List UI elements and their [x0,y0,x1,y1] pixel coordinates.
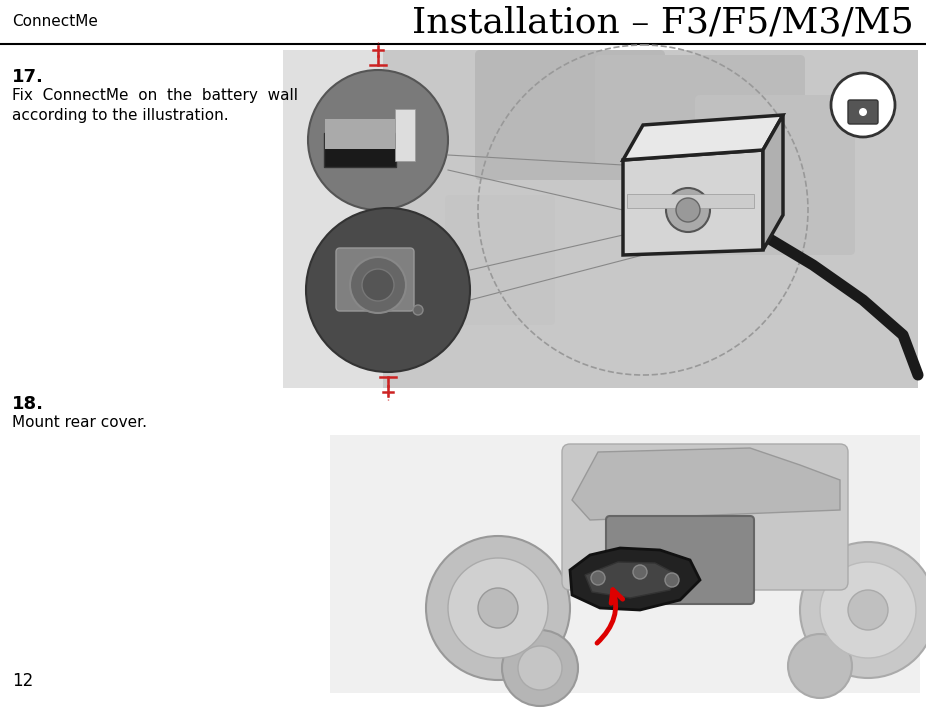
Text: Mount rear cover.: Mount rear cover. [12,415,147,430]
FancyBboxPatch shape [695,95,855,255]
FancyBboxPatch shape [336,248,414,311]
Circle shape [820,562,916,658]
Circle shape [859,108,867,116]
Circle shape [800,542,926,678]
Circle shape [591,571,605,585]
Polygon shape [763,115,783,250]
FancyBboxPatch shape [383,50,918,388]
Circle shape [665,573,679,587]
Circle shape [633,565,647,579]
Circle shape [518,646,562,690]
FancyBboxPatch shape [325,139,395,149]
Text: 12: 12 [12,672,33,690]
Circle shape [413,305,423,315]
Polygon shape [623,150,763,255]
Polygon shape [572,448,840,520]
FancyBboxPatch shape [445,195,555,325]
Polygon shape [570,548,700,610]
FancyBboxPatch shape [325,119,395,129]
Text: Fix  ConnectMe  on  the  battery  wall: Fix ConnectMe on the battery wall [12,88,298,103]
Circle shape [362,269,394,301]
FancyBboxPatch shape [562,444,848,590]
FancyBboxPatch shape [595,55,805,165]
Circle shape [306,208,470,372]
FancyBboxPatch shape [395,109,415,161]
Polygon shape [623,115,783,160]
FancyBboxPatch shape [324,133,396,167]
FancyBboxPatch shape [475,50,665,180]
Circle shape [478,588,518,628]
Circle shape [666,188,710,232]
Circle shape [448,558,548,658]
Text: 17.: 17. [12,68,44,86]
Text: 18.: 18. [12,395,44,413]
FancyBboxPatch shape [325,129,395,139]
Text: ConnectMe: ConnectMe [12,14,98,30]
FancyBboxPatch shape [848,100,878,124]
Circle shape [308,70,448,210]
Circle shape [831,73,895,137]
Circle shape [426,536,570,680]
FancyBboxPatch shape [606,516,754,604]
Polygon shape [585,562,678,598]
Circle shape [350,257,406,313]
Circle shape [788,634,852,698]
Text: according to the illustration.: according to the illustration. [12,108,229,123]
Circle shape [848,590,888,630]
Circle shape [502,630,578,706]
Circle shape [676,198,700,222]
FancyBboxPatch shape [283,50,918,388]
FancyBboxPatch shape [330,435,920,693]
Text: Installation – F3/F5/M3/M5: Installation – F3/F5/M3/M5 [412,5,914,39]
FancyBboxPatch shape [627,194,754,208]
